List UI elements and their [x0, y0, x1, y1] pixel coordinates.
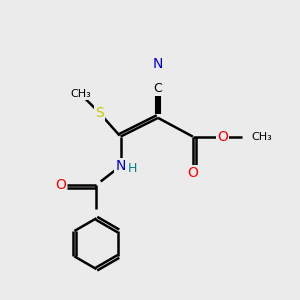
Text: CH₃: CH₃: [70, 89, 91, 99]
Text: N: N: [116, 159, 126, 173]
Text: S: S: [95, 106, 103, 119]
Text: N: N: [153, 57, 163, 71]
Text: O: O: [217, 130, 228, 144]
Text: C: C: [154, 82, 162, 95]
Text: H: H: [128, 162, 137, 175]
Text: O: O: [55, 178, 66, 192]
Text: CH₃: CH₃: [252, 132, 272, 142]
Text: O: O: [188, 166, 198, 180]
